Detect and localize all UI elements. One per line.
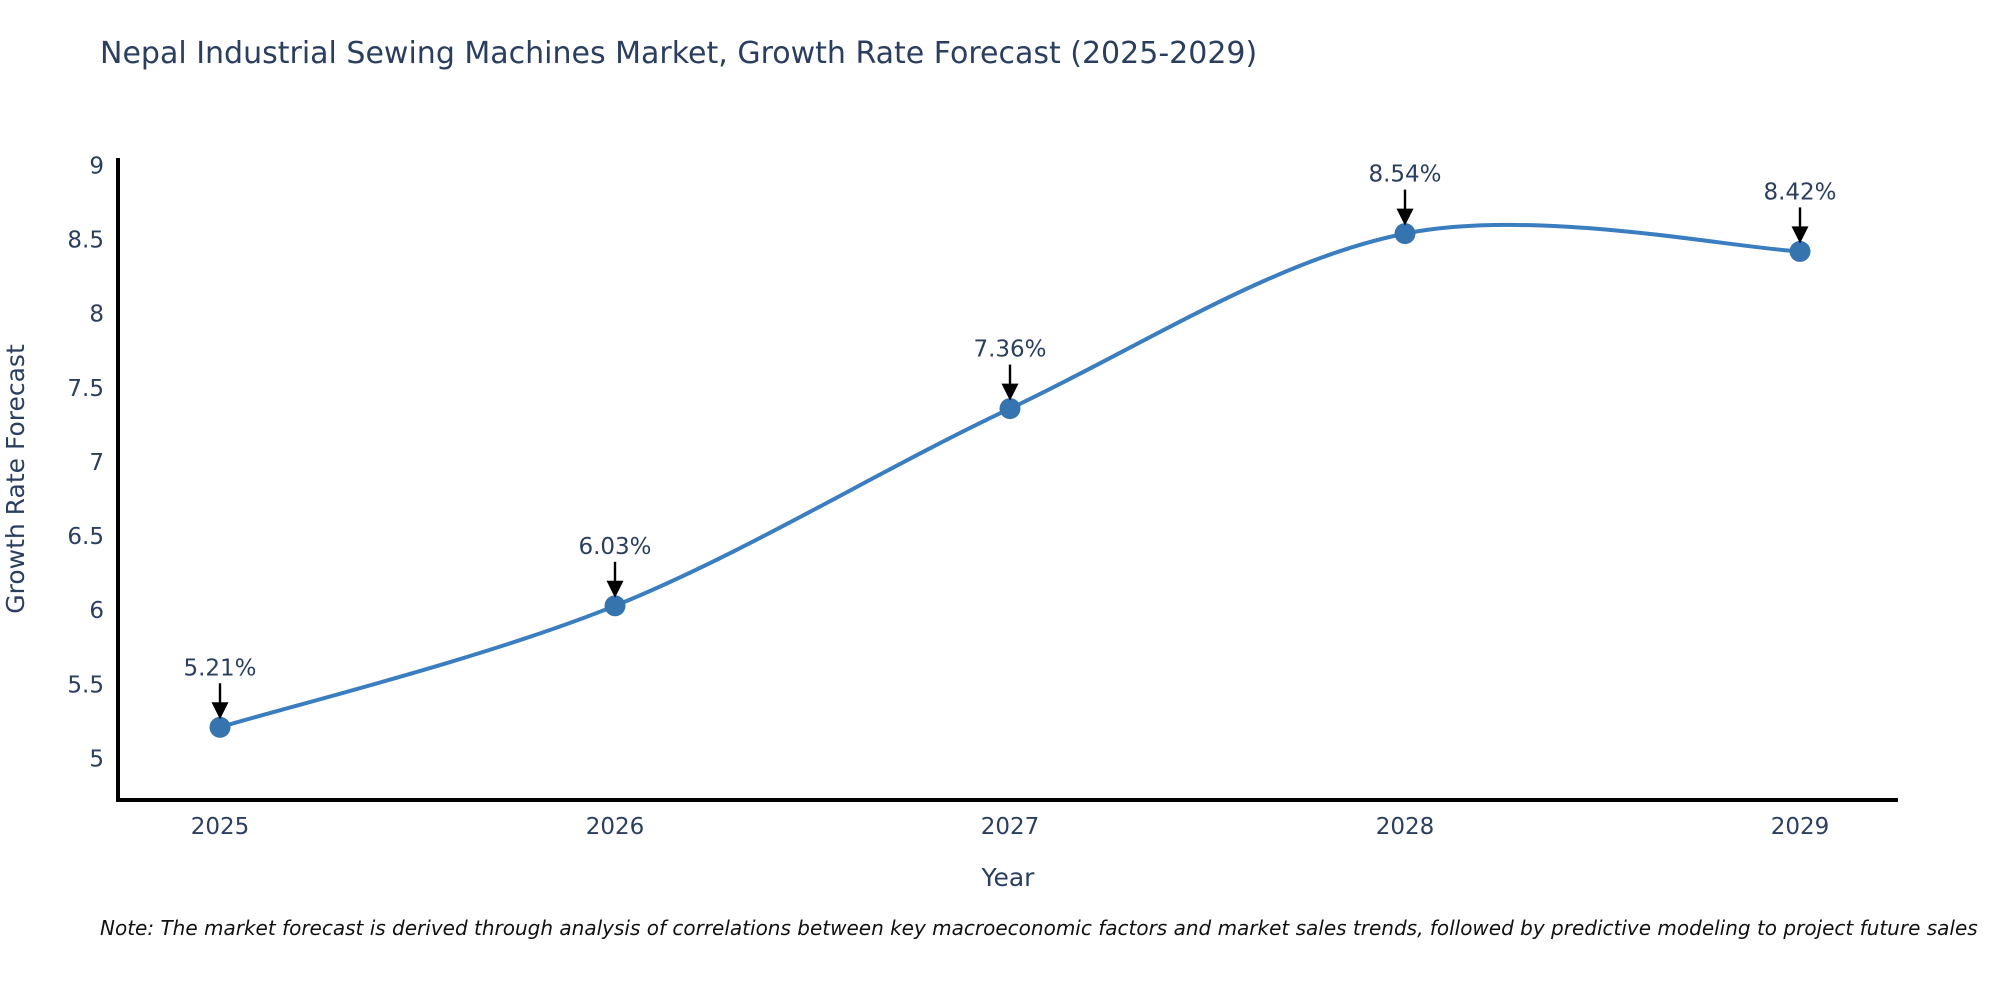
annotation-arrowhead xyxy=(1791,226,1809,244)
annotation-arrowhead xyxy=(1001,383,1019,401)
y-tick-label: 5.5 xyxy=(67,672,104,698)
chart-title: Nepal Industrial Sewing Machines Market,… xyxy=(100,36,1258,71)
data-point-label: 6.03% xyxy=(578,534,651,560)
x-tick-label: 2029 xyxy=(1771,814,1830,840)
data-point-label: 5.21% xyxy=(183,655,256,681)
forecast-line xyxy=(219,222,1801,730)
x-tick-label: 2026 xyxy=(586,814,645,840)
data-point-label: 7.36% xyxy=(973,337,1046,363)
y-tick-label: 9 xyxy=(89,153,104,179)
y-tick-label: 8 xyxy=(89,302,104,328)
data-point-marker xyxy=(1394,223,1416,245)
y-tick-label: 6.5 xyxy=(67,524,104,550)
annotation-arrowhead xyxy=(1396,208,1414,226)
data-point-marker xyxy=(604,595,626,617)
y-tick-label: 7.5 xyxy=(67,376,104,402)
growth-rate-line-chart: 5 5.5 6 6.5 7 7.5 8 8.5 9 2025 2026 2027 2028 2029 Yea… xyxy=(1,153,1898,892)
x-tick-label: 2025 xyxy=(191,814,250,840)
y-axis-title: Growth Rate Forecast xyxy=(1,344,30,614)
footnote: Note: The market forecast is derived thr… xyxy=(100,916,1978,940)
data-point-label: 8.54% xyxy=(1368,162,1441,188)
data-point-marker xyxy=(1789,240,1811,262)
x-tick-label: 2027 xyxy=(981,814,1040,840)
y-tick-label: 7 xyxy=(89,450,104,476)
data-point-marker xyxy=(999,398,1021,420)
y-tick-label: 5 xyxy=(89,746,104,772)
y-tick-label: 8.5 xyxy=(67,228,104,254)
data-point-marker xyxy=(209,716,231,738)
annotation-arrowhead xyxy=(606,580,624,598)
data-point-label: 8.42% xyxy=(1763,179,1836,205)
y-tick-label: 6 xyxy=(89,598,104,624)
x-tick-label: 2028 xyxy=(1376,814,1435,840)
x-axis-title: Year xyxy=(981,863,1036,892)
annotation-arrowhead xyxy=(211,702,229,720)
